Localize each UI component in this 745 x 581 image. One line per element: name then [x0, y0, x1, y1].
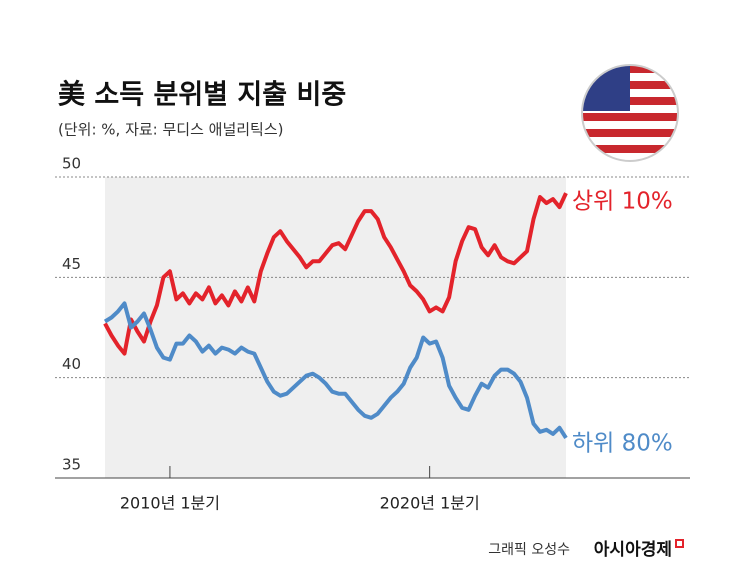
y-tick-label: 45: [62, 255, 81, 273]
credit: 그래픽 오성수: [488, 542, 570, 558]
brand: 아시아경제: [594, 540, 672, 560]
series-label: 상위 10%: [572, 189, 673, 215]
x-tick-label: 2010년 1분기: [120, 494, 220, 513]
plot-background: [105, 177, 566, 478]
series-line: [103, 192, 568, 356]
y-tick-label: 35: [62, 456, 81, 474]
flag-rim: [581, 64, 679, 162]
y-tick-label: 50: [62, 155, 81, 173]
chart-subtitle: (단위: %, 자료: 무디스 애널리틱스): [58, 121, 284, 139]
chart-title: 美 소득 분위별 지출 비중: [58, 79, 346, 111]
us-flag: [582, 65, 678, 161]
series-label: 하위 80%: [572, 430, 673, 456]
brand-mark: [675, 539, 684, 548]
y-tick-label: 40: [62, 355, 81, 373]
x-tick-label: 2020년 1분기: [380, 494, 480, 513]
series-line: [103, 301, 568, 439]
